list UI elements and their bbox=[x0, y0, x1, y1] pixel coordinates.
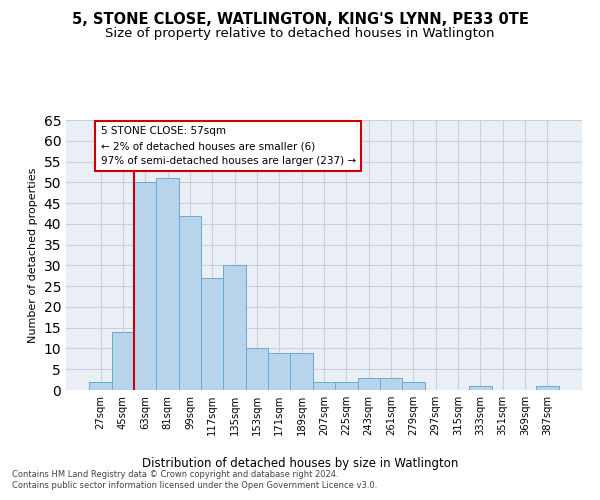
Bar bbox=[290, 352, 313, 390]
Text: 5, STONE CLOSE, WATLINGTON, KING'S LYNN, PE33 0TE: 5, STONE CLOSE, WATLINGTON, KING'S LYNN,… bbox=[71, 12, 529, 28]
Text: Size of property relative to detached houses in Watlington: Size of property relative to detached ho… bbox=[105, 28, 495, 40]
Text: Distribution of detached houses by size in Watlington: Distribution of detached houses by size … bbox=[142, 458, 458, 470]
Bar bbox=[358, 378, 380, 390]
Bar bbox=[246, 348, 268, 390]
Bar bbox=[380, 378, 402, 390]
Text: Contains HM Land Registry data © Crown copyright and database right 2024.: Contains HM Land Registry data © Crown c… bbox=[12, 470, 338, 479]
Text: Contains public sector information licensed under the Open Government Licence v3: Contains public sector information licen… bbox=[12, 481, 377, 490]
Bar bbox=[89, 382, 112, 390]
Bar bbox=[201, 278, 223, 390]
Bar bbox=[335, 382, 358, 390]
Bar bbox=[223, 266, 246, 390]
Bar bbox=[157, 178, 179, 390]
Bar bbox=[134, 182, 157, 390]
Bar bbox=[112, 332, 134, 390]
Bar bbox=[536, 386, 559, 390]
Bar bbox=[268, 352, 290, 390]
Bar bbox=[179, 216, 201, 390]
Bar bbox=[313, 382, 335, 390]
Y-axis label: Number of detached properties: Number of detached properties bbox=[28, 168, 38, 342]
Bar bbox=[469, 386, 491, 390]
Bar bbox=[402, 382, 425, 390]
Text: 5 STONE CLOSE: 57sqm
← 2% of detached houses are smaller (6)
97% of semi-detache: 5 STONE CLOSE: 57sqm ← 2% of detached ho… bbox=[101, 126, 356, 166]
